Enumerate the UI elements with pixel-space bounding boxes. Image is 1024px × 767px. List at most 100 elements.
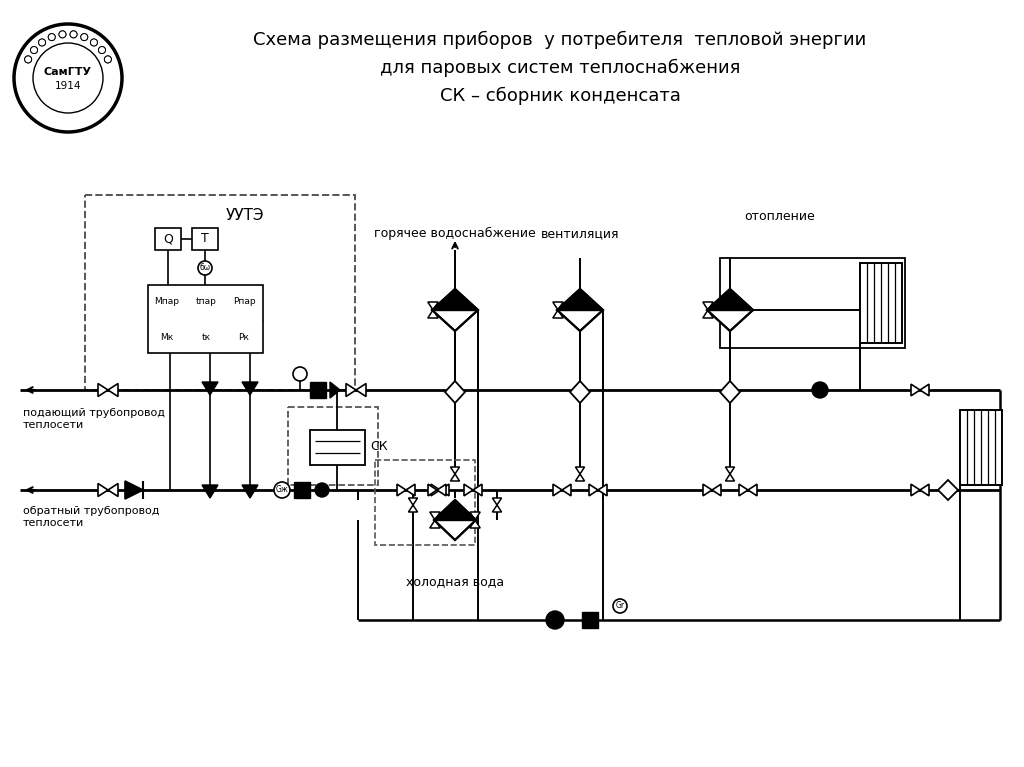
- Bar: [288, 407, 378, 485]
- Polygon shape: [409, 505, 418, 512]
- Circle shape: [198, 261, 212, 275]
- Polygon shape: [451, 467, 460, 474]
- Polygon shape: [202, 485, 218, 498]
- Bar: [310, 382, 326, 398]
- Circle shape: [98, 47, 105, 54]
- Bar: [375, 460, 475, 545]
- Text: СК: СК: [370, 440, 388, 453]
- Circle shape: [104, 56, 112, 63]
- Polygon shape: [430, 512, 440, 520]
- Polygon shape: [570, 381, 590, 403]
- Polygon shape: [356, 384, 366, 397]
- Polygon shape: [202, 382, 218, 395]
- Bar: [294, 482, 310, 498]
- Text: отопление: отопление: [744, 210, 815, 223]
- Polygon shape: [725, 474, 734, 481]
- Polygon shape: [920, 384, 929, 396]
- Polygon shape: [430, 520, 440, 528]
- Polygon shape: [397, 484, 406, 495]
- Polygon shape: [428, 484, 437, 495]
- Text: горячее водоснабжение: горячее водоснабжение: [374, 227, 536, 240]
- Polygon shape: [553, 484, 562, 495]
- Polygon shape: [432, 289, 478, 310]
- Text: Мк: Мк: [161, 333, 174, 341]
- Circle shape: [104, 56, 112, 63]
- Circle shape: [48, 34, 55, 41]
- Text: подающий трубопровод
теплосети: подающий трубопровод теплосети: [23, 408, 165, 430]
- Polygon shape: [428, 310, 438, 318]
- Circle shape: [33, 43, 103, 113]
- Polygon shape: [703, 484, 712, 495]
- Text: 1914: 1914: [54, 81, 81, 91]
- Circle shape: [48, 34, 55, 41]
- Polygon shape: [920, 484, 929, 495]
- Text: Рпар: Рпар: [232, 297, 255, 305]
- Polygon shape: [720, 381, 740, 403]
- Bar: [720, 258, 905, 348]
- Polygon shape: [470, 520, 480, 528]
- Polygon shape: [702, 310, 713, 318]
- Text: Gж: Gж: [275, 486, 289, 495]
- Polygon shape: [553, 310, 563, 318]
- Circle shape: [546, 611, 564, 629]
- Bar: [582, 612, 598, 628]
- Bar: [860, 263, 902, 343]
- Polygon shape: [98, 483, 108, 496]
- Circle shape: [613, 599, 627, 613]
- Polygon shape: [440, 484, 449, 495]
- Text: холодная вода: холодная вода: [406, 575, 504, 588]
- Polygon shape: [575, 467, 585, 474]
- Polygon shape: [330, 382, 340, 398]
- Polygon shape: [562, 484, 571, 495]
- Text: вентиляция: вентиляция: [541, 227, 620, 240]
- Polygon shape: [473, 484, 482, 495]
- Text: Gr: Gr: [615, 601, 625, 611]
- Polygon shape: [98, 384, 108, 397]
- Polygon shape: [428, 302, 438, 310]
- Polygon shape: [493, 505, 502, 512]
- Text: Q: Q: [163, 232, 173, 245]
- Circle shape: [59, 31, 66, 38]
- Text: СамГТУ: СамГТУ: [44, 67, 92, 77]
- Polygon shape: [557, 289, 603, 331]
- Polygon shape: [445, 381, 465, 403]
- Circle shape: [39, 39, 46, 46]
- Polygon shape: [712, 484, 721, 495]
- Circle shape: [31, 47, 38, 54]
- Polygon shape: [108, 483, 118, 496]
- Text: обратный трубопровод
теплосети: обратный трубопровод теплосети: [23, 506, 160, 528]
- Bar: [961, 410, 1002, 485]
- Bar: [148, 285, 263, 353]
- Bar: [310, 430, 365, 465]
- Text: Мпар: Мпар: [155, 297, 179, 305]
- Circle shape: [25, 56, 32, 63]
- Bar: [193, 228, 218, 250]
- Circle shape: [70, 31, 77, 38]
- Circle shape: [90, 39, 97, 46]
- Polygon shape: [707, 289, 753, 331]
- Polygon shape: [911, 484, 920, 495]
- Text: tк: tк: [202, 333, 211, 341]
- Circle shape: [31, 47, 38, 54]
- Polygon shape: [409, 498, 418, 505]
- Circle shape: [293, 367, 307, 381]
- Polygon shape: [707, 289, 753, 310]
- Circle shape: [39, 39, 46, 46]
- Circle shape: [274, 482, 290, 498]
- Polygon shape: [125, 481, 143, 499]
- Polygon shape: [464, 484, 473, 495]
- Polygon shape: [748, 484, 757, 495]
- Text: для паровых систем теплоснабжения: для паровых систем теплоснабжения: [380, 59, 740, 77]
- Polygon shape: [242, 485, 258, 498]
- Text: T: T: [201, 232, 209, 245]
- Circle shape: [25, 56, 32, 63]
- Circle shape: [59, 31, 66, 38]
- Polygon shape: [431, 484, 440, 495]
- Text: Схема размещения приборов  у потребителя  тепловой энергии: Схема размещения приборов у потребителя …: [253, 31, 866, 49]
- Text: СК – сборник конденсата: СК – сборник конденсата: [439, 87, 680, 105]
- Polygon shape: [739, 484, 748, 495]
- Polygon shape: [493, 498, 502, 505]
- Polygon shape: [589, 484, 598, 495]
- Polygon shape: [432, 289, 478, 331]
- Bar: [155, 228, 181, 250]
